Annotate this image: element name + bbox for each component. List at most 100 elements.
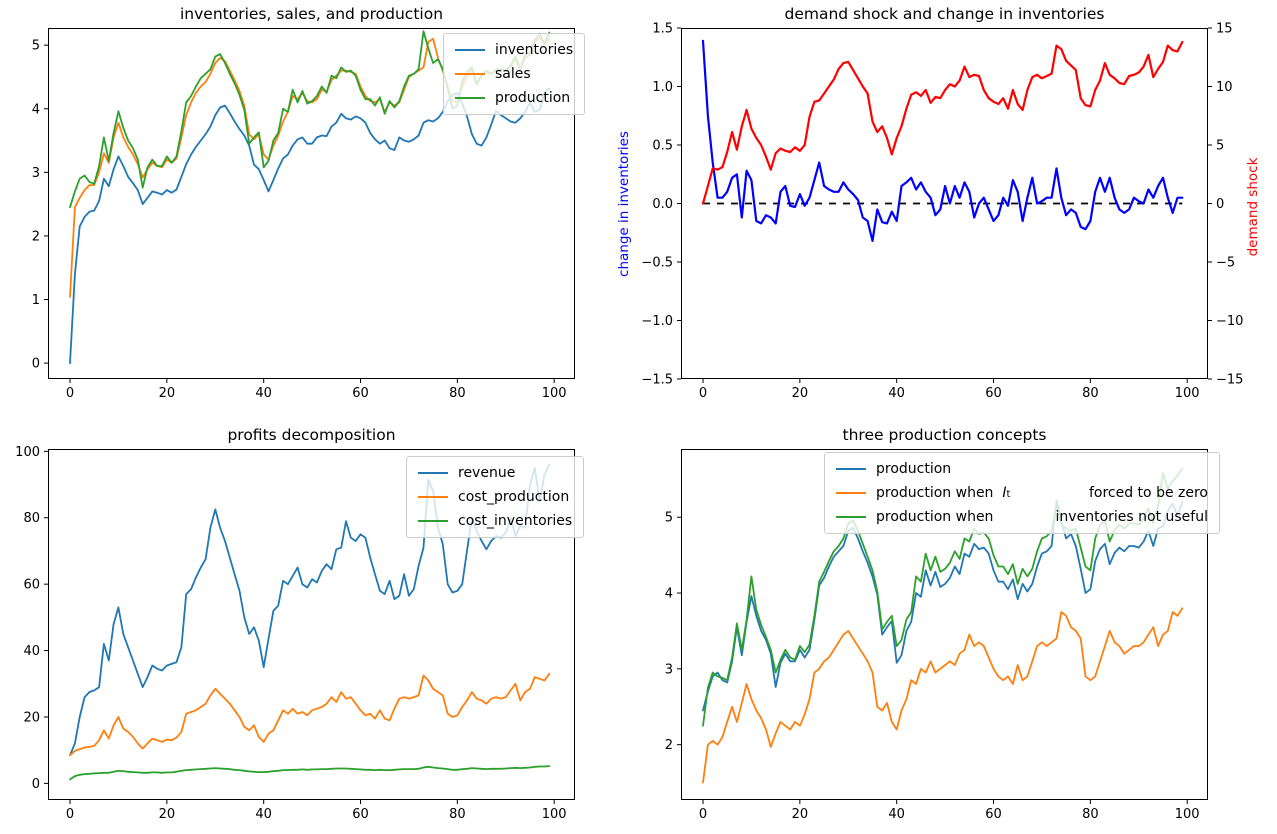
y-tick-label: −1.5 — [641, 373, 673, 388]
legend-line-sample — [836, 468, 866, 471]
y-tick-label: 5 — [665, 511, 673, 526]
x-tick-label: 0 — [66, 386, 74, 401]
x-tick-label: 0 — [66, 807, 74, 822]
x-tick-label: 80 — [449, 386, 466, 401]
legend-line-sample — [455, 73, 485, 76]
legend-label: revenue — [458, 465, 516, 481]
series-production — [702, 499, 1184, 712]
series-change-in-inventories — [701, 39, 1184, 242]
legend-label: sales — [495, 66, 531, 83]
legend-label-suffix: inventories not useful — [1055, 509, 1208, 526]
x-tick-label: 60 — [985, 386, 1002, 401]
x-tick-label: 40 — [888, 807, 905, 822]
legend-inventories-sales-production: inventories sales production — [443, 33, 586, 116]
legend-item: production when inventories not useful — [836, 509, 1208, 525]
series-cost-inventories — [69, 765, 551, 781]
y-tick-label: −0.5 — [641, 256, 673, 271]
y-tick-label: 2 — [665, 738, 673, 753]
y-tick-label: 1 — [32, 293, 40, 308]
x-tick-label: 80 — [1082, 807, 1099, 822]
axes-border — [681, 28, 1208, 379]
y-axis-label-change-in-inventories: change in inventories — [616, 131, 632, 277]
x-tick-label: 80 — [1082, 386, 1099, 401]
legend-item: production — [455, 90, 573, 106]
legend-label-suffix: forced to be zero — [1088, 485, 1208, 502]
y-tick-label: 40 — [23, 644, 40, 659]
y-tick-label: −1.0 — [641, 314, 673, 329]
legend-label: production — [876, 461, 952, 477]
series-production-when-it-forced-to-be-zero — [702, 607, 1184, 784]
legend-line-sample — [418, 520, 448, 523]
x-tick-label: 20 — [159, 807, 176, 822]
y-right-tick-label: −10 — [1216, 314, 1243, 329]
x-tick-label: 20 — [792, 386, 809, 401]
legend-item: production — [836, 461, 1208, 477]
x-tick-label: 60 — [985, 807, 1002, 822]
legend-item: cost_production — [418, 489, 572, 505]
legend-line-sample — [418, 496, 448, 499]
y-tick-label: 2 — [32, 229, 40, 244]
y-right-tick-label: 5 — [1216, 139, 1224, 154]
legend-item: cost_inventories — [418, 513, 572, 529]
y-tick-label: 3 — [665, 662, 673, 677]
y-right-tick-label: 10 — [1216, 80, 1233, 95]
x-tick-label: 100 — [542, 807, 567, 822]
x-tick-label: 40 — [888, 386, 905, 401]
legend-item: revenue — [418, 465, 572, 481]
y-tick-label: 1.0 — [652, 80, 673, 95]
series-demand-shock — [701, 40, 1184, 205]
legend-math-symbol: I — [1002, 485, 1007, 502]
y-tick-label: 1.5 — [652, 22, 673, 37]
y-right-tick-label: −15 — [1216, 373, 1243, 388]
legend-label-prefix: production when — [876, 485, 1003, 502]
y-tick-label: 60 — [23, 578, 40, 593]
y-tick-label: 5 — [32, 39, 40, 54]
legend-line-sample — [455, 97, 485, 100]
legend-item: sales — [455, 66, 573, 82]
y-tick-label: 20 — [23, 710, 40, 725]
series-cost-production — [69, 672, 551, 757]
title-profits-decomposition: profits decomposition — [227, 426, 396, 444]
x-tick-label: 0 — [699, 807, 707, 822]
x-tick-label: 100 — [1175, 807, 1200, 822]
y-tick-label: 0 — [32, 777, 40, 792]
x-tick-label: 80 — [449, 807, 466, 822]
legend-label: inventories — [495, 42, 574, 58]
y-tick-label: 4 — [665, 587, 673, 602]
axes-border — [48, 449, 575, 800]
legend-line-sample — [418, 472, 448, 475]
legend-line-sample — [455, 49, 485, 52]
x-tick-label: 20 — [792, 807, 809, 822]
y-tick-label: 100 — [15, 445, 40, 460]
y-tick-label: 0.5 — [652, 139, 673, 154]
legend-label: cost_inventories — [458, 513, 573, 530]
legend-label: production — [495, 90, 571, 107]
y-tick-label: 3 — [32, 166, 40, 181]
title-inventories-sales-production: inventories, sales, and production — [179, 5, 444, 23]
legend-math-subscript: t — [1006, 489, 1011, 501]
y-tick-label: 80 — [23, 511, 40, 526]
x-tick-label: 40 — [255, 386, 272, 401]
y-tick-label: 4 — [32, 102, 40, 117]
legend-profits-decomposition: revenue cost_production cost_inventories — [406, 456, 585, 539]
x-tick-label: 0 — [699, 386, 707, 401]
title-three-production-concepts: three production concepts — [842, 426, 1047, 444]
legend-item: inventories — [455, 42, 573, 58]
y-right-tick-label: 15 — [1216, 22, 1233, 37]
x-tick-label: 60 — [352, 386, 369, 401]
legend-label: production when inventories not useful — [876, 509, 1208, 525]
legend-label-prefix: production when — [876, 509, 994, 526]
y-tick-label: 0 — [32, 357, 40, 372]
x-tick-label: 100 — [1175, 386, 1200, 401]
legend-label: cost_production — [458, 489, 570, 506]
y-tick-label: 0.0 — [652, 197, 673, 212]
series-inventories — [69, 87, 551, 365]
y-axis-label-demand-shock: demand shock — [1245, 157, 1261, 257]
x-tick-label: 40 — [255, 807, 272, 822]
axes-border — [681, 449, 1208, 800]
axes-border — [48, 28, 575, 379]
y-right-tick-label: −5 — [1216, 256, 1235, 271]
